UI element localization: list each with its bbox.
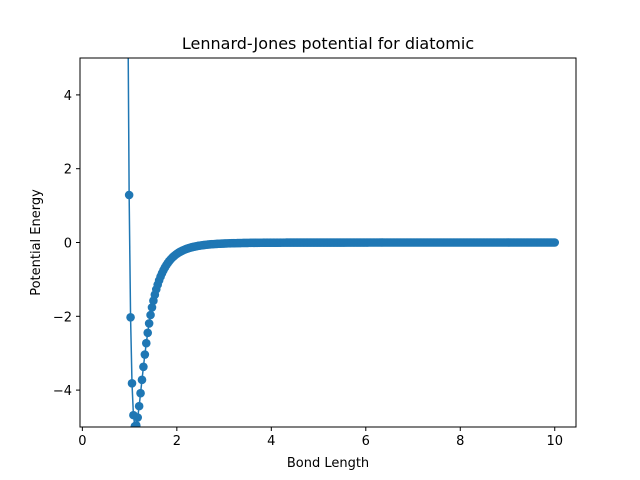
x-axis: 0 2 4 6 8 10 — [78, 427, 563, 449]
data-point — [146, 310, 155, 320]
data-point — [139, 362, 148, 372]
data-point — [147, 303, 157, 312]
y-tick-label: −2 — [53, 310, 72, 325]
x-tick-label: 10 — [546, 434, 563, 449]
x-tick-label: 4 — [267, 434, 275, 449]
x-tick-label: 0 — [78, 434, 86, 449]
y-tick-label: 0 — [64, 237, 72, 252]
data-point — [133, 413, 143, 422]
data-point — [126, 313, 135, 322]
data-point — [137, 375, 147, 385]
y-axis: −4 −2 0 2 4 — [53, 89, 80, 399]
x-axis-title: Bond Length — [287, 456, 369, 471]
data-point — [140, 350, 150, 359]
series-layer — [124, 58, 560, 427]
data-point — [124, 190, 134, 200]
y-tick-label: 2 — [64, 163, 72, 178]
y-tick-label: −4 — [53, 384, 72, 399]
data-point — [144, 319, 154, 328]
data-point — [134, 401, 144, 411]
data-point — [550, 238, 560, 247]
y-tick-label: 4 — [64, 89, 72, 104]
data-point — [131, 421, 141, 427]
x-tick-label: 6 — [362, 434, 370, 449]
x-tick-label: 2 — [173, 434, 181, 449]
data-point — [143, 328, 153, 338]
data-point — [127, 379, 137, 388]
y-axis-title: Potential Energy — [29, 189, 44, 296]
data-point — [136, 388, 145, 398]
x-tick-label: 8 — [456, 434, 464, 449]
chart-title: Lennard-Jones potential for diatomic — [182, 34, 474, 53]
data-point — [141, 338, 151, 348]
